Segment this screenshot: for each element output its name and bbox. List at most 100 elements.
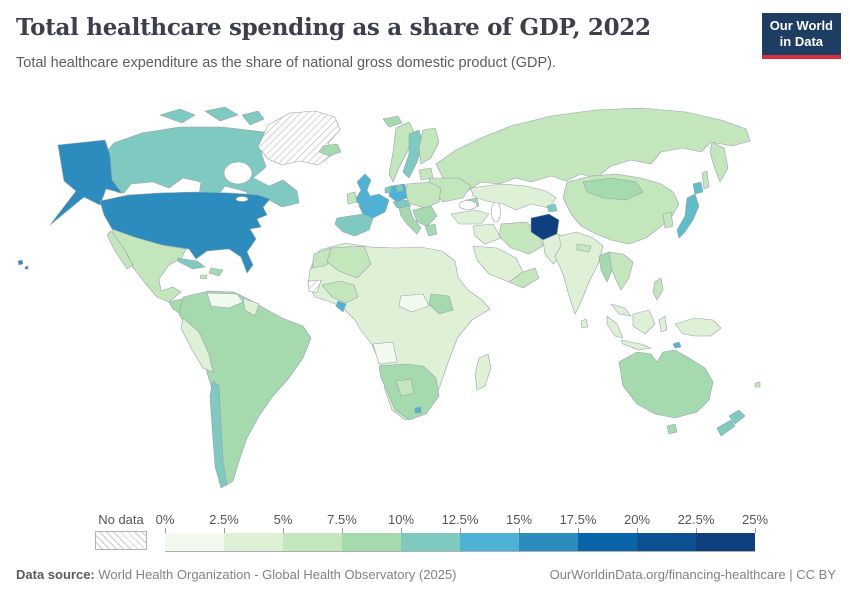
region-iberia[interactable] (334, 213, 374, 237)
country-australia[interactable] (618, 349, 714, 419)
country-usa-hawaii-1[interactable] (17, 259, 24, 266)
country-mexico[interactable] (111, 228, 187, 303)
country-turkey[interactable] (450, 209, 490, 225)
region-west-africa[interactable] (321, 280, 359, 304)
country-russia-kamchatka[interactable] (709, 141, 729, 183)
country-indonesia-borneo[interactable] (632, 309, 656, 335)
country-india[interactable] (554, 231, 604, 315)
country-usa-hawaii-2[interactable] (24, 265, 29, 270)
country-cuba[interactable] (176, 257, 206, 270)
country-angola[interactable] (372, 341, 398, 365)
country-finland[interactable] (418, 127, 440, 165)
region-liberia-sierra-leone[interactable] (335, 300, 347, 313)
country-indonesia-sulawesi[interactable] (658, 315, 668, 333)
legend-bin-segment[interactable] (165, 533, 224, 551)
country-russia-sakhalin[interactable] (701, 170, 710, 190)
region-korea[interactable] (662, 211, 674, 229)
country-fiji[interactable] (754, 381, 761, 388)
country-ireland[interactable] (346, 191, 358, 205)
region-yemen-oman[interactable] (508, 267, 540, 289)
legend-bin-segment[interactable] (342, 533, 401, 551)
country-botswana[interactable] (395, 378, 415, 397)
country-indonesia-java[interactable] (620, 339, 652, 351)
country-jamaica[interactable] (199, 274, 208, 280)
legend-bar-area: 0% 2.5% 5% 7.5% 10% 12.5% 15% 17.5% 20% 22.5% 25% (156, 512, 768, 552)
country-new-zealand-north[interactable] (728, 409, 746, 425)
country-italy[interactable] (398, 205, 422, 235)
country-sri-lanka[interactable] (580, 318, 589, 329)
country-peru[interactable] (180, 317, 214, 373)
country-timor-leste[interactable] (672, 341, 682, 349)
country-saudi-arabia[interactable] (472, 245, 524, 283)
country-mexico-baja[interactable] (106, 230, 134, 270)
legend-bin-segment[interactable] (519, 533, 578, 551)
country-japan-hokkaido[interactable] (692, 181, 704, 195)
country-malaysia[interactable] (610, 303, 632, 317)
country-chile[interactable] (209, 380, 228, 489)
great-lakes (235, 196, 249, 202)
legend-tick-label: 2.5% (209, 512, 239, 527)
country-greece[interactable] (424, 223, 438, 237)
country-iceland[interactable] (318, 143, 342, 157)
country-tajikistan[interactable] (546, 203, 558, 213)
country-norway[interactable] (388, 121, 416, 183)
footer-license[interactable]: CC BY (796, 567, 836, 582)
region-guyanas[interactable] (242, 297, 260, 317)
country-algeria[interactable] (326, 245, 372, 279)
country-canada-arctic-1[interactable] (159, 108, 196, 124)
region-central-europe[interactable] (404, 181, 442, 209)
country-central-african-republic[interactable] (398, 293, 430, 313)
legend-bin-segment[interactable] (460, 533, 519, 551)
region-indochina[interactable] (608, 251, 634, 291)
country-philippines[interactable] (652, 277, 664, 301)
region-new-guinea[interactable] (674, 317, 722, 337)
legend-no-data-swatch[interactable] (95, 531, 147, 550)
black-sea (458, 200, 478, 210)
country-new-zealand-south[interactable] (716, 419, 736, 437)
region-balkans[interactable] (412, 205, 438, 227)
legend-color-bar (165, 528, 756, 552)
country-myanmar[interactable] (598, 251, 614, 283)
footer-source-text[interactable]: World Health Organization - Global Healt… (94, 567, 457, 582)
legend-bin-segment[interactable] (283, 533, 342, 551)
legend-bin-segment[interactable] (401, 533, 460, 551)
country-lesotho[interactable] (414, 406, 422, 414)
region-south-america[interactable] (178, 290, 312, 487)
page-title: Total healthcare spending as a share of … (16, 14, 651, 41)
country-canada-arctic-3[interactable] (241, 110, 265, 126)
footer-link[interactable]: OurWorldinData.org/financing-healthcare (549, 567, 786, 582)
region-hispaniola[interactable] (208, 267, 224, 277)
region-syria-iraq[interactable] (472, 223, 502, 245)
region-alps[interactable] (392, 199, 412, 209)
country-svalbard[interactable] (382, 115, 403, 128)
region-western-sahara[interactable] (307, 279, 322, 294)
country-nepal[interactable] (576, 243, 592, 253)
legend-tick-label: 15% (505, 512, 533, 527)
region-benelux[interactable] (384, 185, 392, 194)
country-indonesia-sumatra[interactable] (606, 315, 624, 339)
country-madagascar[interactable] (474, 353, 492, 391)
legend-tick-label: 0% (155, 512, 175, 527)
country-canada-arctic-2[interactable] (204, 106, 239, 122)
country-united-kingdom[interactable] (354, 173, 374, 209)
country-japan[interactable] (676, 193, 700, 239)
country-sweden[interactable] (402, 129, 424, 179)
country-denmark[interactable] (395, 183, 404, 193)
legend-bin-segment[interactable] (696, 533, 755, 551)
country-canada[interactable] (101, 126, 300, 214)
legend-bin-segment[interactable] (578, 533, 637, 551)
country-australia-tasmania[interactable] (666, 423, 678, 435)
world-map (10, 85, 780, 500)
owid-logo[interactable]: Our World in Data (761, 13, 841, 59)
legend-tick-mark (755, 528, 756, 533)
legend-bin-segment[interactable] (224, 533, 283, 551)
country-usa-alaska[interactable] (49, 139, 123, 226)
country-mongolia[interactable] (582, 177, 644, 201)
region-central-asia[interactable] (470, 183, 557, 211)
country-greenland[interactable] (257, 110, 341, 166)
region-south-sudan-uganda[interactable] (428, 293, 454, 315)
legend-tick-label: 22.5% (677, 512, 715, 527)
legend-bin-segment[interactable] (637, 533, 696, 551)
country-venezuela[interactable] (206, 292, 244, 309)
footer-source-label: Data source: (16, 567, 95, 582)
